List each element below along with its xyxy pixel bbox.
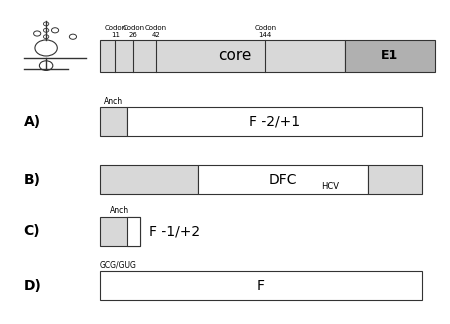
Text: DFC: DFC — [269, 173, 297, 187]
Text: D): D) — [24, 279, 41, 293]
Text: Anch: Anch — [110, 206, 130, 215]
Text: Codon
144: Codon 144 — [254, 25, 276, 38]
Bar — [126, 107, 422, 136]
Bar — [100, 165, 198, 194]
Text: Codon
42: Codon 42 — [144, 25, 167, 38]
Circle shape — [40, 61, 53, 70]
Text: B): B) — [24, 173, 41, 187]
Text: Codon
11: Codon 11 — [104, 25, 126, 38]
Circle shape — [44, 22, 49, 26]
Bar — [100, 271, 422, 300]
Bar — [368, 165, 422, 194]
Circle shape — [35, 40, 57, 56]
Text: E1: E1 — [381, 50, 399, 63]
Bar — [100, 217, 140, 246]
Text: F -2/+1: F -2/+1 — [249, 115, 300, 129]
Text: HCV: HCV — [321, 181, 339, 191]
FancyBboxPatch shape — [345, 40, 435, 72]
Circle shape — [34, 31, 41, 36]
Text: core: core — [218, 49, 251, 64]
Text: C): C) — [24, 224, 40, 238]
Text: Anch: Anch — [104, 97, 123, 106]
Text: A): A) — [24, 115, 41, 129]
Circle shape — [69, 34, 76, 39]
Bar — [126, 217, 140, 246]
Text: F: F — [257, 279, 265, 293]
Circle shape — [44, 35, 49, 39]
Bar — [100, 40, 345, 72]
Bar — [198, 165, 368, 194]
Text: F -1/+2: F -1/+2 — [149, 224, 200, 238]
Text: GCG/GUG: GCG/GUG — [100, 260, 137, 270]
Text: Codon
26: Codon 26 — [122, 25, 144, 38]
Circle shape — [51, 28, 59, 33]
Circle shape — [44, 29, 49, 32]
Bar — [100, 107, 126, 136]
